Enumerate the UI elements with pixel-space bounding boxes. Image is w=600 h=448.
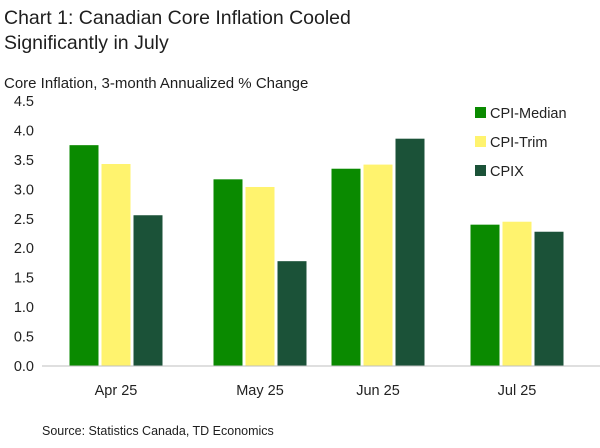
bar-cpi-median-apr-25: [69, 145, 99, 366]
legend-swatch: [475, 136, 486, 147]
bar-cpix-jun-25: [395, 138, 425, 366]
legend-swatch: [475, 165, 486, 176]
y-tick-label: 1.0: [14, 300, 34, 316]
y-tick-label: 3.0: [14, 182, 34, 198]
x-tick-label: Apr 25: [95, 383, 138, 399]
y-tick-label: 4.0: [14, 123, 34, 139]
bar-cpix-jul-25: [534, 231, 564, 366]
bar-cpix-may-25: [277, 261, 307, 366]
chart-title-line1: Chart 1: Canadian Core Inflation Cooled: [4, 7, 351, 29]
x-tick-label: Jun 25: [356, 383, 400, 399]
bar-cpi-median-may-25: [213, 179, 243, 366]
chart-subtitle: Core Inflation, 3-month Annualized % Cha…: [4, 75, 309, 92]
bar-cpi-median-jun-25: [331, 168, 361, 366]
legend-swatch: [475, 107, 486, 118]
y-tick-label: 0.5: [14, 330, 34, 346]
legend-label: CPI-Trim: [490, 135, 547, 151]
bar-cpi-trim-jun-25: [363, 164, 393, 366]
y-tick-label: 2.0: [14, 241, 34, 257]
chart-title-line2: Significantly in July: [4, 32, 169, 54]
legend-label: CPI-Median: [490, 106, 567, 122]
bar-cpi-trim-may-25: [245, 186, 275, 366]
x-tick-label: May 25: [236, 383, 284, 399]
bar-cpi-median-jul-25: [470, 224, 500, 366]
y-tick-label: 1.5: [14, 271, 34, 287]
chart-title: Chart 1: Canadian Core Inflation Cooled …: [4, 6, 564, 56]
bar-cpi-trim-apr-25: [101, 164, 131, 366]
y-tick-label: 0.0: [14, 359, 34, 375]
y-tick-label: 4.5: [14, 94, 34, 110]
x-tick-label: Jul 25: [498, 383, 537, 399]
legend-label: CPIX: [490, 164, 524, 180]
bar-cpi-trim-jul-25: [502, 221, 532, 366]
source-note: Source: Statistics Canada, TD Economics: [42, 424, 274, 438]
bar-cpix-apr-25: [133, 215, 163, 366]
y-tick-label: 3.5: [14, 153, 34, 169]
y-tick-label: 2.5: [14, 212, 34, 228]
